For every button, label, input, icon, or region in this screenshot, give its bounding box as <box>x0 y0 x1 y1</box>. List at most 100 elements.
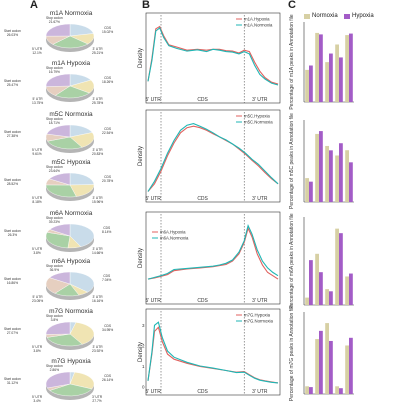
pie-slice-name: 5' UTR <box>32 97 43 101</box>
bar <box>309 260 313 305</box>
pie-slice-pct: 36.9% <box>49 267 60 272</box>
pie-slice-name: Stop codon <box>46 66 63 70</box>
pie-slice-label: CDS 20.78% <box>102 175 114 183</box>
pie-slice <box>69 223 95 247</box>
pie-slice-name: 3' UTR <box>92 247 103 251</box>
pie-svg <box>45 73 95 102</box>
pie-slice-name: Start codon <box>4 277 21 281</box>
region-label: 3' UTR <box>252 97 268 103</box>
pie-slice <box>69 172 95 186</box>
plot-frame <box>145 12 281 104</box>
legend-label: m7G.Hypoxia <box>244 313 271 318</box>
region-label: 5' UTR <box>145 196 161 202</box>
pie-slice-pct: 12.1% <box>32 50 42 55</box>
pie-svg <box>45 172 95 201</box>
pie-title: m5C Normoxia <box>49 111 93 118</box>
pie-slice-pct: 39.23% <box>48 219 60 224</box>
pie-slice <box>49 223 71 237</box>
bar <box>315 133 319 202</box>
pie-slice-pct: 9.61% <box>32 151 42 156</box>
pie-svg <box>45 371 95 400</box>
pie-slice-name: 3' UTR <box>92 295 103 299</box>
density-line <box>147 223 279 280</box>
region-label: CDS <box>197 298 208 304</box>
bar-chart: Percentage of m1A peaks in Annotation fi… <box>289 14 354 110</box>
density-plot: Density 5' UTR CDS 3' UTR m5C.Hypoxiam5C.Nor… <box>138 109 281 203</box>
pie-chart: m6A Normoxia Stop codon 39.23% CDS 8.14% Star… <box>2 210 140 256</box>
pie-slice-name: Stop codon <box>46 16 63 20</box>
pie-slice-label: Stop codon 36.9% <box>46 264 63 272</box>
pie-slice <box>69 372 95 390</box>
pie-slice <box>69 271 95 293</box>
pie-slice-pct: 34.95% <box>102 327 114 332</box>
bar <box>305 69 309 102</box>
pie-slice <box>49 271 71 285</box>
y-axis-label: Percentage of m5C peaks in Annotation fi… <box>289 113 295 209</box>
pie-slice-label: 3' UTR 25.21% <box>92 47 103 55</box>
pie-slice-name: Start codon <box>4 130 21 134</box>
pie-slice-name: 3' UTR <box>92 196 103 200</box>
bar <box>319 34 323 102</box>
pie-svg <box>45 23 95 52</box>
pie-slice-pct: 3.8% <box>50 317 59 322</box>
region-label: 3' UTR <box>252 298 268 304</box>
y-tick-label: 2 <box>142 343 145 348</box>
panel-label-c: C <box>288 0 296 11</box>
pie-slice-pct: 16.86% <box>6 280 19 285</box>
pie-chart: m1A Hypoxia Stop codon 16.79% CDS 18.26% Star… <box>2 60 140 106</box>
pie-slice-pct: 13.75% <box>32 100 44 105</box>
legend-label: m1A.Normoxia <box>244 23 273 28</box>
pie-slice-name: 5' UTR <box>32 395 43 399</box>
pie-chart: m7G Normoxia Stop codon 3.8% CDS 34.95% Start… <box>2 308 140 354</box>
y-tick-label: 1 <box>142 364 145 369</box>
pie-slice <box>49 383 93 397</box>
pie-slice-pct: 23.92% <box>92 348 104 353</box>
density-line <box>147 123 279 192</box>
pie-slice-name: Stop codon <box>46 314 63 318</box>
bar <box>319 131 323 202</box>
pie-slice-pct: 31.12% <box>6 380 19 385</box>
pie-chart: m6A Hypoxia Stop codon 36.9% CDS 7.04% Start … <box>2 258 140 304</box>
density-plot: Density 5' UTR CDS 3' UTR 0 1 2 3 m7G.Hypoxiam7G… <box>138 308 281 396</box>
y-axis-label: Density <box>138 48 144 68</box>
pie-chart: m5C Normoxia Stop codon 18.71% CDS 22.54% Sta… <box>2 111 140 157</box>
pie-slice-name: Start codon <box>4 79 21 83</box>
density-line <box>147 326 279 384</box>
pie-slice-name: 3' UTR <box>92 395 103 399</box>
bar <box>349 33 353 102</box>
pie-slice-name: 3' UTR <box>92 97 103 101</box>
density-line <box>147 125 279 192</box>
bar <box>329 340 333 394</box>
density-plot: Density 5' UTR CDS 3' UTR m6A.Hypoxiam6A.Nor… <box>138 211 281 305</box>
pie-slice <box>46 124 71 138</box>
pie-slice-pct: 3.4% <box>33 398 41 403</box>
bar <box>339 57 343 102</box>
bar <box>325 323 329 394</box>
pie-slice-pct: 20.83% <box>92 151 104 156</box>
legend-swatch-normoxia <box>304 14 310 19</box>
bar <box>319 330 323 394</box>
pie-slice-name: CDS <box>104 76 112 80</box>
region-label: 5' UTR <box>145 298 161 304</box>
pie-slice-pct: 26.3% <box>7 232 18 237</box>
pie-slice <box>52 35 89 49</box>
pie-chart: m5C Hypoxia Stop codon 23.64% CDS 20.78% Star… <box>2 159 140 205</box>
panel-a-pie-charts: m1A Normoxia Stop codon 21.67% CDS 15.02% Sta… <box>0 0 142 402</box>
pie-slice-name: 3' UTR <box>92 345 103 349</box>
pie-slice-name: Stop codon <box>46 364 63 368</box>
pie-slice-pct: 23.64% <box>48 168 60 173</box>
y-axis-label: Density <box>138 248 144 268</box>
bar <box>335 228 339 305</box>
pie-slice <box>45 23 71 37</box>
pie-slice-pct: 20.78% <box>102 178 114 183</box>
pie-slice-label: 3' UTR 25.78% <box>92 97 103 105</box>
pie-slice <box>47 136 83 150</box>
pie-slice-name: Stop codon <box>46 216 63 220</box>
bar <box>329 53 333 102</box>
pie-slice <box>46 333 83 347</box>
pie-slice-pct: 27.07% <box>6 330 19 335</box>
pie-slice-name: 5' UTR <box>32 148 43 152</box>
pie-slice-label: Start codon 25.47% <box>4 79 21 87</box>
pie-slice-name: CDS <box>104 175 112 179</box>
bar-chart: Percentage of m7G peaks in Annotation fi… <box>289 305 354 401</box>
